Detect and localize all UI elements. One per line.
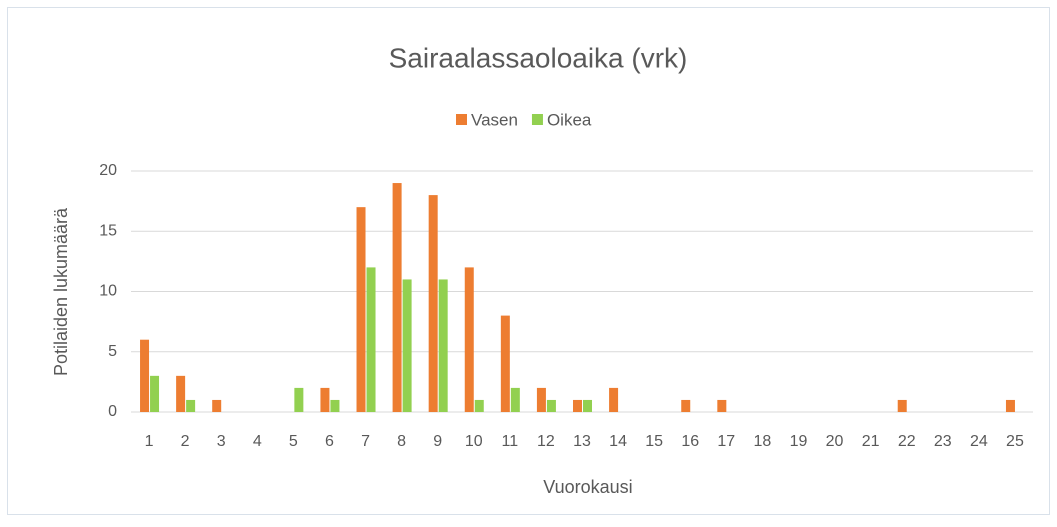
y-tick-label: 10 (99, 283, 117, 300)
x-tick-label: 17 (717, 433, 735, 450)
x-tick-label: 8 (397, 433, 406, 450)
bar (356, 207, 366, 412)
bar (428, 195, 438, 412)
bar (140, 339, 150, 412)
y-tick-label: 20 (99, 162, 117, 179)
x-tick-label: 1 (145, 433, 154, 450)
bar (546, 399, 556, 412)
x-tick-label: 10 (465, 433, 483, 450)
x-tick-label: 9 (433, 433, 442, 450)
bar (500, 315, 510, 412)
x-tick-label: 18 (754, 433, 772, 450)
bar (897, 399, 907, 412)
bar (294, 387, 304, 412)
y-tick-label: 5 (108, 343, 117, 360)
x-tick-label: 2 (181, 433, 190, 450)
x-tick-label: 14 (609, 433, 627, 450)
bar (573, 399, 582, 412)
bar (366, 267, 376, 412)
bar (681, 399, 691, 412)
bar (186, 399, 196, 412)
y-axis-label: Potilaiden lukumäärä (51, 207, 71, 376)
chart-title: Sairaalassaoloaika (vrk) (389, 42, 688, 73)
x-tick-label: 6 (325, 433, 334, 450)
x-tick-label: 3 (217, 433, 226, 450)
x-tick-label: 23 (934, 433, 952, 450)
x-tick-label: 12 (537, 433, 555, 450)
x-axis-label: Vuorokausi (543, 477, 632, 497)
x-tick-label: 4 (253, 433, 262, 450)
bar (392, 183, 402, 412)
y-tick-label: 15 (99, 222, 117, 239)
bar (150, 375, 160, 412)
bar (402, 279, 412, 412)
legend-swatch (456, 114, 467, 125)
bar (176, 375, 186, 412)
bar (510, 387, 520, 412)
bar (212, 399, 222, 412)
x-tick-label: 7 (361, 433, 370, 450)
x-tick-label: 22 (898, 433, 916, 450)
x-tick-label: 20 (826, 433, 844, 450)
bar (320, 387, 330, 412)
y-tick-label: 0 (108, 403, 117, 420)
x-tick-label: 19 (790, 433, 808, 450)
bar (330, 399, 340, 412)
legend-label: Oikea (547, 110, 592, 129)
bar (474, 399, 484, 412)
bar (1005, 399, 1015, 412)
x-tick-label: 15 (645, 433, 663, 450)
x-tick-label: 5 (289, 433, 298, 450)
bar (717, 399, 727, 412)
bar (438, 279, 448, 412)
bar (609, 387, 619, 412)
bar (464, 267, 474, 412)
x-tick-label: 21 (862, 433, 880, 450)
x-tick-label: 13 (573, 433, 591, 450)
bar (583, 399, 592, 412)
x-tick-label: 25 (1006, 433, 1024, 450)
chart-frame (7, 7, 1050, 515)
bar (536, 387, 546, 412)
legend-swatch (531, 114, 543, 125)
x-tick-label: 11 (502, 433, 519, 450)
x-tick-label: 24 (970, 433, 988, 450)
x-tick-label: 16 (681, 433, 699, 450)
legend-label: Vasen (471, 110, 518, 129)
